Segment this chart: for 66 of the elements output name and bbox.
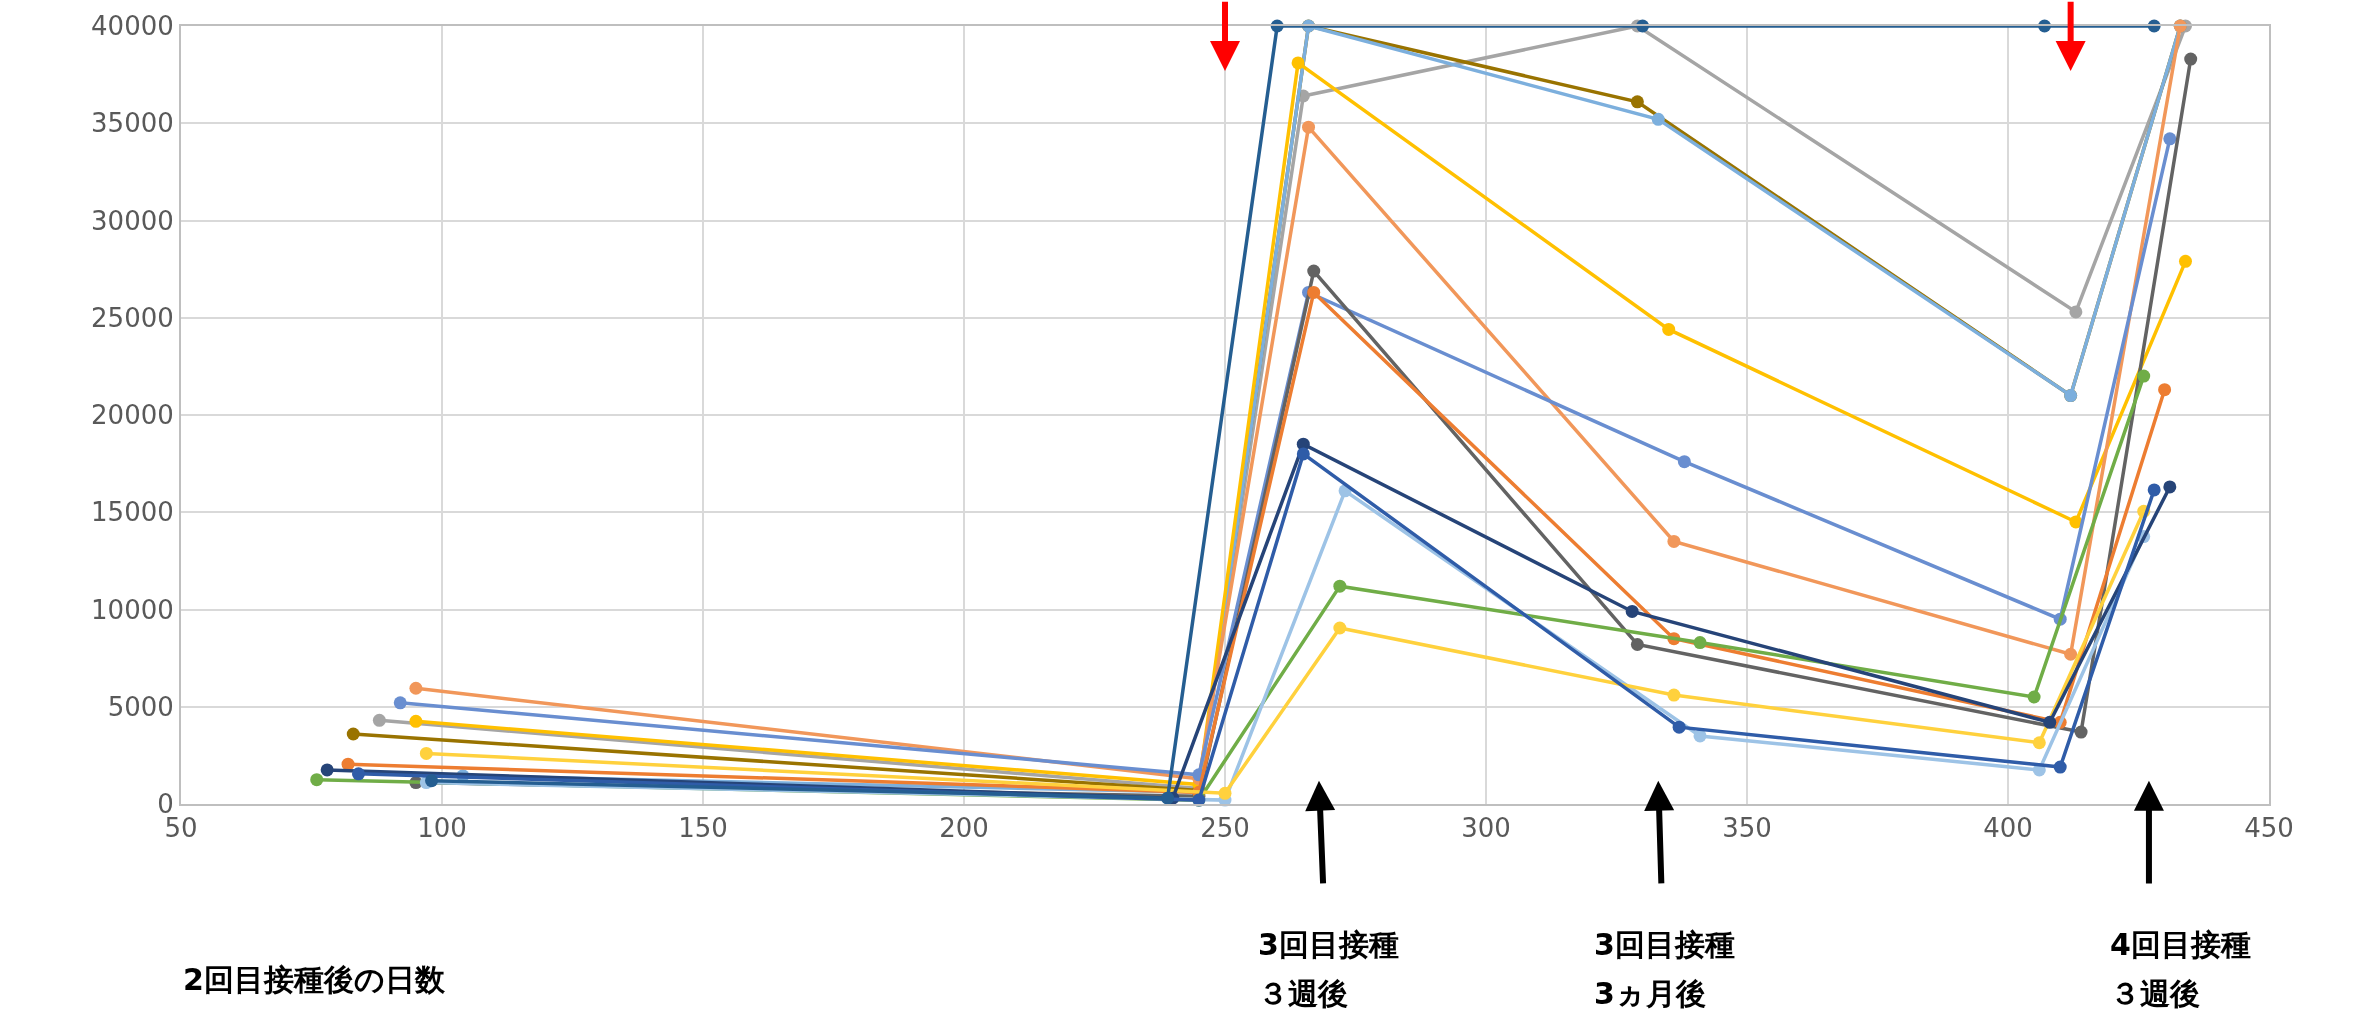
point [2053,760,2067,774]
x-axis-title: 2回目接種後の日数 [183,962,446,997]
point [2074,725,2088,739]
point [1667,688,1681,702]
point [425,774,439,788]
point [2147,483,2161,497]
point [1667,534,1681,548]
x-tick-label: 200 [939,813,989,844]
point [351,767,365,781]
x-tick-label: 150 [678,813,728,844]
point [409,714,423,728]
y-tick-label: 10000 [91,594,174,625]
text: 3ヵ月後 [1594,976,1706,1011]
y-tick-label: 40000 [91,11,174,42]
point [1296,447,1310,461]
point [2178,254,2192,268]
point [2163,132,2177,146]
y-tick-label: 30000 [91,205,174,236]
point [419,746,433,760]
point [1302,120,1316,134]
y-tick-label: 15000 [91,497,174,528]
point [1333,579,1347,593]
point [1291,56,1305,70]
text: ３週後 [1258,976,1348,1011]
y-tick-label: 5000 [107,691,174,722]
point [1307,264,1321,278]
point [1161,791,1175,805]
text: 4回目接種 [2110,927,2251,962]
text: 3回目接種 [1258,927,1399,962]
point [2069,305,2083,319]
point [2064,647,2078,661]
point [2163,480,2177,494]
point [1630,638,1644,651]
x-tick-label: 450 [2244,813,2294,844]
point [1651,112,1665,126]
point [372,713,386,727]
point [2027,690,2041,704]
y-tick-label: 35000 [91,108,174,139]
x-tick-label: 350 [1722,813,1772,844]
point [409,681,423,695]
point [1693,636,1707,650]
point [2043,715,2057,729]
point [1662,322,1676,336]
x-tick-label: 250 [1200,813,1250,844]
x-tick-label: 300 [1461,813,1511,844]
y-tick-label: 25000 [91,302,174,333]
x-tick-label: 400 [1983,813,2033,844]
point [346,727,360,741]
point [1672,720,1686,734]
point [1307,285,1321,299]
text: 3回目接種 [1594,927,1735,962]
text: ３週後 [2110,976,2200,1011]
point [1630,95,1644,109]
point [320,763,334,777]
point [2184,52,2198,66]
point [393,696,407,710]
x-tick-label: 100 [417,813,467,844]
point [1333,621,1347,635]
point [310,773,324,787]
point [1677,455,1691,469]
point [1625,604,1639,618]
point [2032,736,2046,750]
point [2137,369,2151,383]
point [2158,383,2172,397]
y-tick-label: 20000 [91,400,174,431]
point [1218,786,1232,800]
